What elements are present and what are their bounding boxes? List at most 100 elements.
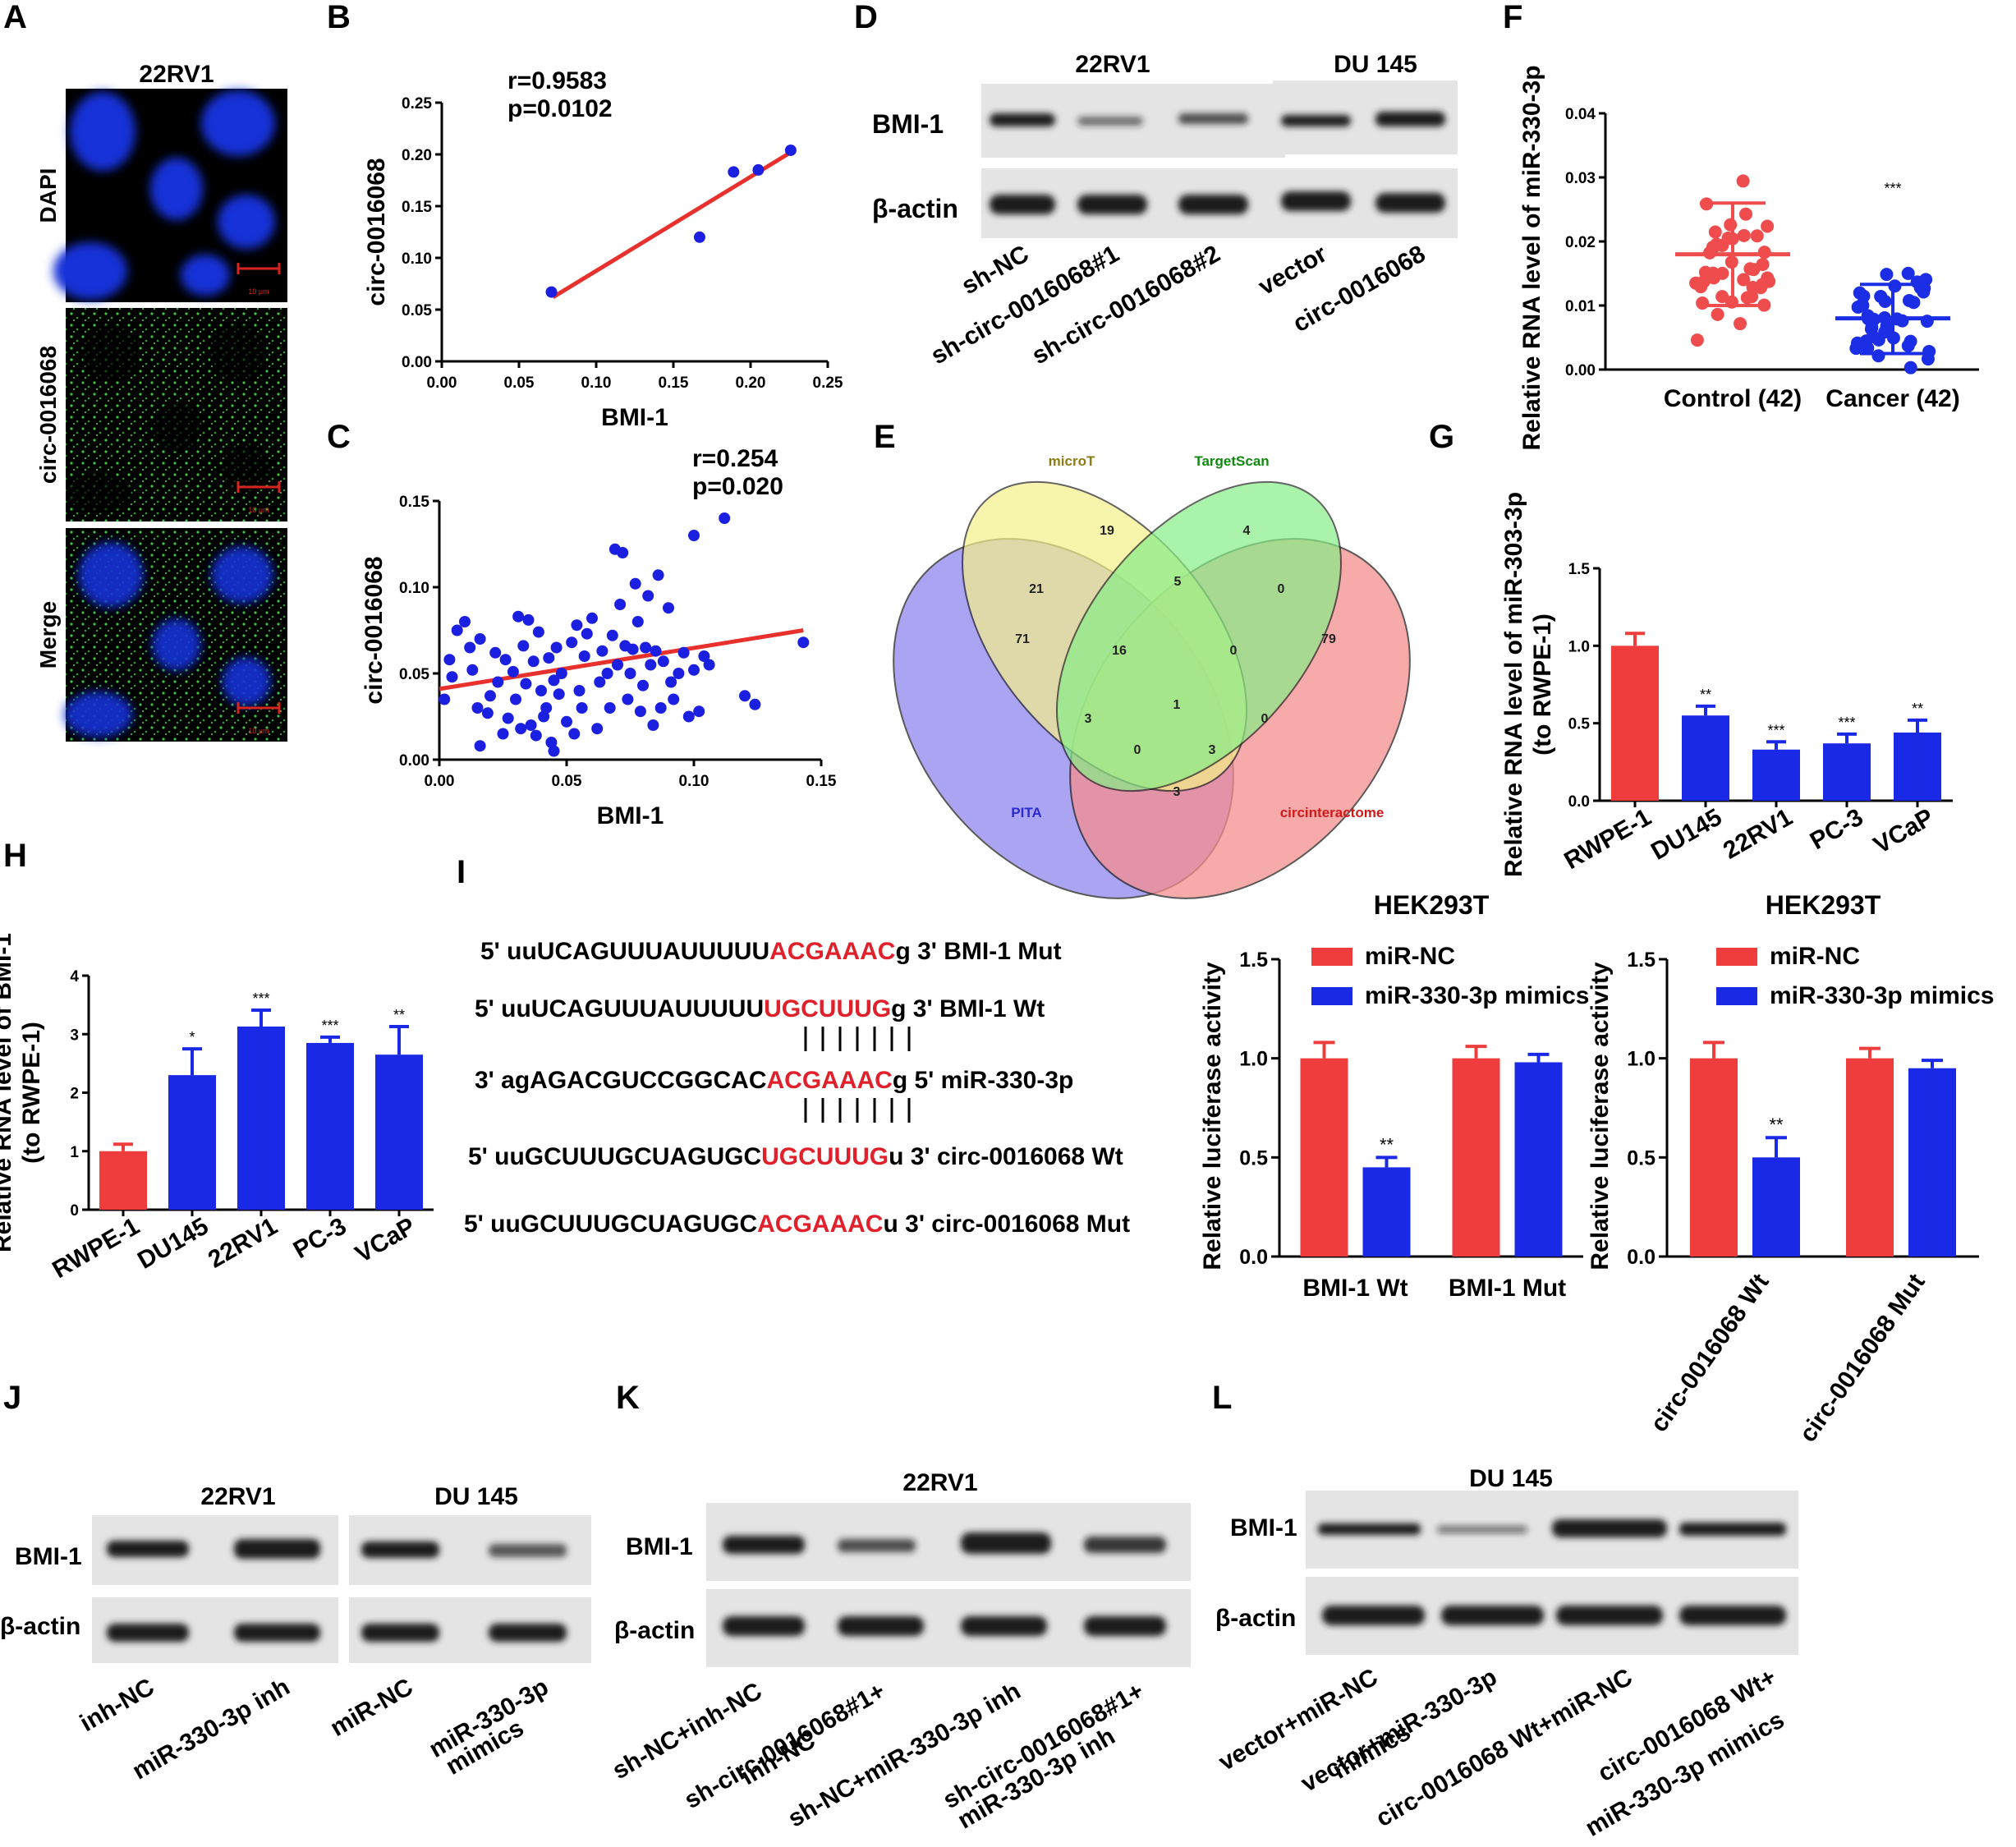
band [1679,1606,1786,1625]
venn-count: 5 [1174,575,1182,589]
data-point [548,745,560,757]
data-point [545,286,558,298]
y-tick-label: 0.01 [1565,298,1596,315]
stat-r: r=0.254 [692,445,778,472]
data-point [522,613,535,626]
data-point [647,719,659,731]
bar [1894,732,1941,801]
band [1441,1606,1544,1625]
data-point [688,530,700,541]
data-point [1865,320,1879,334]
data-point [489,646,502,659]
data-point [481,707,494,719]
venn-count: 3 [1085,712,1092,726]
y-tick-label: 0.02 [1565,234,1596,251]
y-tick-label: 1.5 [1627,949,1656,972]
y-tick-label: 0.5 [1239,1146,1268,1169]
seq-site: ACGAAAC [767,1067,893,1094]
data-point [540,702,553,714]
seq-site: UGCUUUG [764,995,891,1022]
scale-bar-label: 10 μm [248,287,269,296]
bar [1611,646,1659,801]
venn-count: 0 [1134,743,1141,757]
data-point [499,654,512,666]
data-point [591,723,604,735]
data-point [749,698,761,710]
data-point [561,715,572,728]
bar [1823,743,1871,801]
data-point [606,629,618,641]
data-point [566,636,578,649]
data-point [1715,266,1729,280]
data-point [474,740,486,752]
band [1679,1523,1786,1536]
x-tick-label: 0.15 [659,374,689,392]
stat-r: r=0.9583 [507,67,607,94]
bar [1690,1058,1738,1257]
y-tick-label: 1.0 [1568,638,1590,655]
data-point [527,655,540,668]
chart-title: HEK293T [1374,890,1490,920]
bar [1908,1068,1956,1257]
significance-label: ** [1912,701,1923,717]
venn-count: 0 [1230,644,1238,658]
data-point [1734,317,1747,331]
data-point [703,659,715,671]
data-point [601,668,613,679]
lane-label: vector [1254,240,1332,301]
band [489,1624,567,1642]
x-tick-label: 22RV1 [204,1212,282,1273]
blot-d-band-bmi: BMI-1 [872,109,944,139]
panel-letter-j: J [3,1380,21,1416]
y-tick-label: 1.5 [1239,949,1268,972]
blot-l-band-actin: β-actin [1215,1605,1296,1632]
data-point [1849,342,1863,356]
band [723,1616,805,1636]
data-point [571,619,583,632]
legend-swatch [1716,948,1757,966]
data-point [1750,229,1764,243]
y-tick-label: 0.04 [1565,106,1596,123]
band [961,1616,1047,1636]
data-point [464,641,476,654]
regression-line [552,150,792,300]
significance-label: *** [1838,714,1855,731]
band [361,1541,439,1558]
x-tick-label: DU145 [133,1212,213,1274]
scale-bar-label: 10 μm [248,727,269,735]
panel-letter-i: I [457,854,466,890]
band [1084,1616,1166,1636]
blot-k-band-bmi: BMI-1 [626,1533,693,1560]
data-point [1921,352,1935,366]
panel-letters: A B C D E F G H I J K L [3,0,1522,1416]
x-tick-label: DU145 [1646,803,1726,865]
image-circ: 10 μm [66,308,287,521]
data-point [586,612,598,624]
venn-count: 0 [1278,582,1285,596]
venn-count: 3 [1209,743,1216,757]
panel-d: 22RV1 DU 145 BMI-1 β-actin sh-NC sh-circ… [872,51,1458,370]
data-point [650,645,662,657]
data-point [484,690,496,702]
pairing-marks [804,1027,911,1123]
x-tick-label: circ-0016068 Mut [1794,1269,1931,1447]
venn-count: 79 [1321,632,1336,646]
y-tick-label: 0.03 [1565,170,1596,187]
venn-label-pita: PITA [1011,805,1041,820]
data-point [624,668,636,679]
x-tick-label: PC-3 [1806,803,1868,855]
chart-title: HEK293T [1766,890,1881,920]
legend-label: miR-330-3p mimics [1365,982,1589,1009]
seq-site: ACGAAAC [757,1211,883,1238]
data-point [663,602,674,614]
chart-h: 0 1 2 3 4 RWPE-1 * DU145 *** 22RV1 *** PC-3 ** VCaP Re… [0,933,434,1284]
venn-count: 3 [1173,785,1181,799]
y-tick-label: 0.25 [402,95,432,113]
y-tick-label: 0.5 [1627,1146,1656,1169]
venn-count: 16 [1112,644,1127,658]
chart-g: 0.0 0.5 1.0 1.5 RWPE-1 ** DU145 *** 22RV1 *** PC-3… [1500,492,1953,877]
venn-label-targetscan: TargetScan [1194,453,1269,469]
data-point [629,577,641,590]
data-point [728,166,740,178]
data-point [1755,278,1769,292]
